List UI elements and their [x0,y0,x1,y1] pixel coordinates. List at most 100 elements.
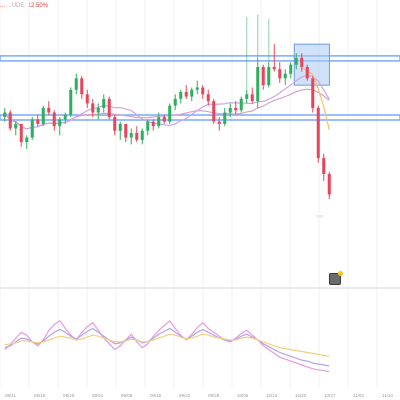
candle [239,96,243,113]
x-axis-tick-label: 11/10 [382,393,393,398]
oscillator-line-mid [4,327,330,367]
candle [168,103,172,124]
candle [184,85,188,99]
screenshot-camera-icon[interactable] [329,273,341,285]
x-axis-tick-label: 09/08 [121,393,133,398]
candle-body [80,78,84,95]
candle [327,171,331,200]
candle-body [140,130,144,140]
candle [3,107,7,122]
candle-body [283,73,287,79]
price-tag: 0.00 [316,213,325,218]
candle [124,123,128,143]
candle-body [63,114,67,120]
candle-body [146,121,150,131]
candle [36,114,40,127]
candle [217,117,221,131]
notification-dot-icon [338,271,343,276]
x-axis: 08/11 08/18 08/25 09/01 09/08 09/15 09/22 09/29… [5,393,393,398]
candle [272,44,276,72]
candle-body [179,92,183,99]
x-axis-tick-label: 09/22 [179,393,191,398]
candle [19,123,23,147]
candle [25,135,29,149]
candle [289,62,293,79]
candle-body [162,117,166,122]
header-mid-fragment: ...UDE: [6,3,27,9]
candle-body [322,158,326,174]
candle [179,89,183,104]
candle-body [102,98,106,108]
candle-body [107,98,111,118]
candle [8,110,12,131]
candle-body [190,89,194,97]
candle-body [52,112,56,127]
x-axis-tick-label: 10/06 [237,393,249,398]
price-panel: 0.00 [0,0,400,388]
candle [212,98,216,124]
candle [47,101,51,115]
candle [278,62,282,83]
candle [107,96,111,120]
candle-body [129,133,133,138]
candle [52,110,56,131]
x-axis-tick-label: 11/03 [353,393,364,398]
candle [96,103,100,120]
candle [74,73,78,95]
candle-body [69,89,73,115]
candle [80,76,84,99]
candle-body [217,121,221,124]
x-axis-tick-label: 08/25 [63,393,75,398]
candle-body [25,137,29,143]
candle-body [316,107,320,159]
candle [135,126,139,143]
candle-body [173,98,177,106]
candle-body [74,78,78,90]
candle [223,107,227,127]
candle [261,64,265,90]
candle-body [3,112,7,118]
candle [102,94,106,113]
x-axis-tick-label: 09/15 [150,393,162,398]
candle [41,105,45,127]
upper-band-line [0,55,400,62]
x-axis-tick-label: 10/20 [295,393,307,398]
candle-body [195,87,199,90]
candle-body [184,92,188,97]
candle-body [223,112,227,124]
oscillator-line-fast [4,319,330,373]
candle [63,112,67,124]
candle [305,64,309,81]
candle-body [91,103,95,113]
candle-body [30,119,34,138]
candle-body [256,66,260,102]
candle [157,112,161,129]
candle-body [245,94,249,99]
candle [151,119,155,131]
x-axis-tick-label: 09/01 [92,393,104,398]
candle-body [135,133,139,140]
candle [267,62,271,88]
candle-body [41,107,45,124]
candle [316,105,320,163]
candle [283,69,287,86]
candle-body [118,123,122,131]
header-left-fragment: ... [0,3,6,9]
candle [173,94,177,111]
candle-body [168,105,172,122]
candle-body [19,123,23,143]
candle-body [311,78,315,108]
candle [162,114,166,124]
candle [245,89,249,104]
candle-body [239,98,243,111]
oscillator-line-slow [4,333,330,357]
candle [294,53,298,70]
candle-body [212,101,216,122]
candle [30,117,34,140]
candle-body [151,121,155,127]
candle-body [8,112,12,129]
candle [190,87,194,102]
candle-body [124,123,128,138]
